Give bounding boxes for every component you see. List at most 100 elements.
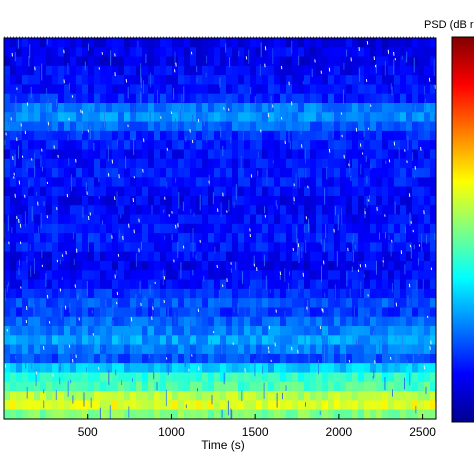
spectrogram-cell	[196, 56, 203, 67]
spectrogram-cell	[184, 186, 191, 197]
spectrogram-cell	[106, 75, 113, 86]
spectrogram-cell	[196, 298, 203, 309]
spectrogram-cell	[316, 261, 323, 271]
spectrogram-cell	[136, 270, 143, 281]
spectrogram-cell	[16, 140, 23, 151]
spectrogram-cell	[370, 65, 377, 76]
spectrogram-cell	[352, 233, 359, 244]
spectrogram-cell	[292, 75, 299, 86]
spectrogram-cell	[286, 288, 293, 299]
spectrogram-cell	[94, 307, 101, 318]
spectrogram-cell	[406, 381, 413, 392]
spectrogram-cell	[124, 288, 131, 299]
spectrogram-cell	[340, 205, 347, 216]
spectrogram-cell	[178, 47, 185, 58]
spectrogram-cell	[10, 56, 17, 67]
spectrogram-cell	[64, 233, 71, 244]
spectrogram-cell	[280, 251, 287, 262]
spectrogram-cell	[394, 47, 401, 58]
spectrogram-cell	[214, 130, 221, 141]
spectrogram-cell	[424, 242, 431, 253]
spectrogram-cell	[208, 326, 215, 336]
spectrogram-cell	[256, 223, 263, 234]
spectrogram-cell	[148, 121, 155, 132]
spectrogram-cell	[244, 93, 251, 104]
spectrogram-cell	[190, 353, 197, 364]
spectrogram-cell	[406, 316, 413, 327]
spectrogram-cell	[88, 140, 95, 151]
spectrogram-cell	[154, 158, 161, 169]
spectrogram-cell	[376, 103, 383, 113]
spectrogram-cell	[274, 353, 281, 364]
spectrogram-cell	[178, 400, 185, 411]
spectrogram-cell	[406, 186, 413, 197]
spectrogram-cell	[106, 335, 113, 346]
spectrogram-cell	[268, 47, 275, 58]
spectrogram-cell	[76, 121, 83, 132]
spectrogram-cell	[214, 65, 221, 76]
spectrogram-cell	[178, 112, 185, 123]
spectrogram-cell	[412, 38, 419, 48]
spectrogram-cell	[58, 112, 65, 123]
spectrogram-cell	[394, 205, 401, 216]
spectrogram-cell	[130, 84, 137, 95]
spectrogram-cell	[118, 56, 125, 67]
spectrogram-cell	[406, 177, 413, 188]
spectrogram-cell	[118, 372, 125, 383]
spectrogram-cell	[310, 261, 317, 271]
colorbar-gradient	[451, 36, 474, 423]
spectrogram-cell	[394, 363, 401, 374]
spectrogram-cell	[292, 298, 299, 309]
spectrogram-cell	[208, 65, 215, 76]
spectrogram-cell	[322, 261, 329, 271]
spectrogram-cell	[64, 112, 71, 123]
spectrogram-cell	[244, 391, 251, 402]
spectrogram-cell	[268, 168, 275, 178]
spectrogram-cell	[190, 38, 197, 48]
spectrogram-cell	[400, 223, 407, 234]
spectrogram-cell	[52, 38, 59, 48]
spectrogram-cell	[172, 344, 179, 355]
spectrogram-cell	[64, 316, 71, 327]
spectrogram-cell	[70, 270, 77, 281]
spectrogram-cell	[292, 316, 299, 327]
spectrogram-cell	[184, 353, 191, 364]
spectrogram-cell	[262, 130, 269, 141]
spectrogram-cell	[40, 65, 47, 76]
spectrogram-cell	[10, 168, 17, 178]
spectrogram-cell	[172, 335, 179, 346]
spectrogram-cell	[298, 214, 305, 225]
spectrogram-cell	[424, 84, 431, 95]
spectrogram-cell	[232, 177, 239, 188]
spectrogram-cell	[214, 316, 221, 327]
spectrogram-cell	[388, 103, 395, 113]
spectrogram-cell	[22, 270, 29, 281]
spectrogram-cell	[70, 93, 77, 104]
spectrogram-cell	[274, 205, 281, 216]
spectrogram-cell	[64, 56, 71, 67]
spectrogram-cell	[196, 177, 203, 188]
spectrogram-cell	[10, 186, 17, 197]
spectrogram-cell	[82, 140, 89, 151]
spectrogram-cell	[214, 168, 221, 178]
spectrogram-cell	[70, 47, 77, 58]
spectrogram-cell	[4, 391, 11, 402]
spectrogram-cell	[64, 65, 71, 76]
spectrogram-cell	[46, 298, 53, 309]
spectrogram-cell	[16, 186, 23, 197]
spectrogram-cell	[100, 261, 107, 271]
spectrogram-cell	[316, 38, 323, 48]
spectrogram-cell	[106, 214, 113, 225]
spectrogram-cell	[4, 316, 11, 327]
spectrogram-cell	[418, 409, 425, 420]
spectrogram-cell	[130, 261, 137, 271]
spectrogram-cell	[16, 195, 23, 206]
spectrogram-cell	[88, 56, 95, 67]
spectrogram-cell	[238, 65, 245, 76]
spectrogram-cell	[82, 149, 89, 160]
spectrogram-cell	[64, 279, 71, 290]
spectrogram-cell	[28, 381, 35, 392]
spectrogram-cell	[202, 409, 209, 420]
spectrogram-cell	[154, 391, 161, 402]
spectrogram-cell	[388, 372, 395, 383]
